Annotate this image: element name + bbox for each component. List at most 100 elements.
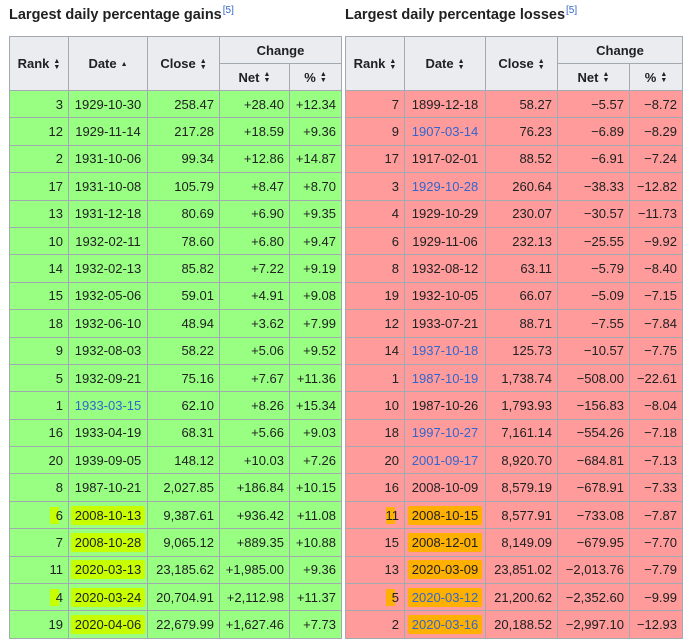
rank-cell: 10 xyxy=(345,391,405,420)
pct-cell: −7.79 xyxy=(628,555,684,585)
date-text: 1933-07-21 xyxy=(411,315,479,331)
net-cell: −733.08 xyxy=(557,500,630,530)
losses-header-close[interactable]: Close ▲ ▼ xyxy=(485,36,558,91)
date-cell[interactable]: 1997-10-27 xyxy=(404,418,486,448)
table-row: 6 2008-10-13 9,387.61 +936.42 +11.08 xyxy=(9,500,343,530)
close-cell: 217.28 xyxy=(147,117,220,146)
close-cell: 48.94 xyxy=(147,309,220,338)
close-cell: 58.22 xyxy=(147,336,220,365)
gains-header-rank[interactable]: Rank ▲ ▼ xyxy=(9,36,69,91)
rank-cell: 3 xyxy=(345,172,405,201)
date-cell[interactable]: 2020-03-12 xyxy=(404,583,486,612)
sort-both-icon[interactable]: ▲ ▼ xyxy=(319,71,327,85)
losses-header-rank[interactable]: Rank ▲ ▼ xyxy=(345,36,405,91)
sort-both-icon[interactable]: ▲ ▼ xyxy=(457,57,465,71)
date-cell[interactable]: 1929-10-28 xyxy=(404,172,486,201)
date-text: 2008-10-28 xyxy=(70,532,146,552)
close-cell: 232.13 xyxy=(485,226,558,256)
net-cell: +10.03 xyxy=(219,446,290,475)
date-text: 2020-03-09 xyxy=(407,560,483,580)
table-row: 19 2020-04-06 22,679.99 +1,627.46 +7.73 xyxy=(9,610,343,639)
header-label: % xyxy=(644,69,657,85)
date-link[interactable]: 2020-03-12 xyxy=(407,587,483,607)
table-row: 2 1931-10-06 99.34 +12.86 +14.87 xyxy=(9,144,343,174)
date-link[interactable]: 1937-10-18 xyxy=(411,343,479,359)
table-row: 5 1932-09-21 75.16 +7.67 +11.36 xyxy=(9,363,343,393)
date-text: 1932-06-10 xyxy=(74,315,142,331)
gains-header-net[interactable]: Net ▲ ▼ xyxy=(219,63,290,91)
rank-cell: 20 xyxy=(345,446,405,475)
sort-both-icon[interactable]: ▲ ▼ xyxy=(389,57,397,71)
date-link[interactable]: 1907-03-14 xyxy=(411,124,479,140)
net-cell: −554.26 xyxy=(557,418,630,448)
date-link[interactable]: 1933-03-15 xyxy=(74,397,142,413)
date-link[interactable]: 2001-09-17 xyxy=(411,452,479,468)
table-row: 1 1987-10-19 1,738.74 −508.00 −22.61 xyxy=(345,363,684,393)
losses-header-pct[interactable]: % ▲ ▼ xyxy=(628,63,684,91)
date-link[interactable]: 1987-10-19 xyxy=(411,370,479,386)
net-cell: −10.57 xyxy=(557,336,630,365)
close-cell: 1,793.93 xyxy=(485,391,558,420)
net-cell: −5.79 xyxy=(557,254,630,283)
sort-both-icon[interactable]: ▲ ▼ xyxy=(53,57,61,71)
close-cell: 99.34 xyxy=(147,144,220,174)
sort-both-icon[interactable]: ▲ ▼ xyxy=(660,71,668,85)
sort-asc-icon[interactable]: ▲ xyxy=(120,60,128,68)
date-cell: 1929-11-06 xyxy=(404,226,486,256)
losses-header-net[interactable]: Net ▲ ▼ xyxy=(557,63,630,91)
rank-cell: 17 xyxy=(9,172,69,201)
date-text: 2020-04-06 xyxy=(70,615,146,635)
gains-header-change: Change xyxy=(218,36,343,64)
date-text: 1987-10-21 xyxy=(74,480,142,496)
date-link[interactable]: 1929-10-28 xyxy=(411,178,479,194)
date-link[interactable]: 1997-10-27 xyxy=(411,425,479,441)
gains-header-date[interactable]: Date ▲ xyxy=(68,36,148,91)
date-text: 1929-11-06 xyxy=(412,233,478,249)
losses-table-body: 7 1899-12-18 58.27 −5.57 −8.72 9 1907-03-14 76.… xyxy=(345,89,684,639)
rank-cell: 12 xyxy=(345,309,405,338)
gains-panel: Largest daily percentage gains[5] Rank ▲ ▼… xyxy=(9,0,343,639)
gains-header-pct[interactable]: % ▲ ▼ xyxy=(288,63,343,91)
rank-cell: 6 xyxy=(345,226,405,256)
date-cell: 1987-10-21 xyxy=(68,473,148,502)
date-cell[interactable]: 1907-03-14 xyxy=(404,117,486,146)
losses-ref-link[interactable]: [5] xyxy=(566,5,578,16)
date-cell[interactable]: 2020-03-16 xyxy=(404,610,486,639)
table-row: 20 1939-09-05 148.12 +10.03 +7.26 xyxy=(9,446,343,475)
gains-ref-link[interactable]: [5] xyxy=(222,5,234,16)
net-cell: −2,013.76 xyxy=(557,555,630,585)
gains-caption: Largest daily percentage gains[5] xyxy=(9,0,341,36)
table-row: 19 1932-10-05 66.07 −5.09 −7.15 xyxy=(345,281,684,311)
net-cell: +2,112.98 xyxy=(219,583,290,612)
gains-header-close[interactable]: Close ▲ ▼ xyxy=(147,36,220,91)
close-cell: 8,149.09 xyxy=(485,528,558,557)
date-cell: 1932-09-21 xyxy=(68,363,148,393)
net-cell: −679.95 xyxy=(557,528,630,557)
sort-both-icon[interactable]: ▲ ▼ xyxy=(537,57,545,71)
close-cell: 80.69 xyxy=(147,199,220,228)
date-link[interactable]: 2020-03-16 xyxy=(407,615,483,635)
pct-cell: −22.61 xyxy=(628,363,684,393)
date-cell[interactable]: 2001-09-17 xyxy=(404,446,486,475)
sort-both-icon[interactable]: ▲ ▼ xyxy=(199,57,207,71)
close-cell: 68.31 xyxy=(147,418,220,448)
date-cell[interactable]: 1987-10-19 xyxy=(404,363,486,393)
date-cell: 1929-11-14 xyxy=(68,117,148,146)
date-cell: 2008-12-01 xyxy=(404,528,486,557)
sort-both-icon[interactable]: ▲ ▼ xyxy=(263,71,271,85)
rank-cell: 16 xyxy=(345,473,405,502)
date-cell[interactable]: 1933-03-15 xyxy=(68,391,148,420)
net-cell: −25.55 xyxy=(557,226,630,256)
net-cell: −38.33 xyxy=(557,172,630,201)
date-cell[interactable]: 1937-10-18 xyxy=(404,336,486,365)
losses-header-date[interactable]: Date ▲ ▼ xyxy=(404,36,486,91)
rank-cell: 2 xyxy=(345,610,405,639)
rank-cell: 8 xyxy=(9,473,69,502)
close-cell: 9,065.12 xyxy=(147,528,220,557)
date-cell: 2008-10-28 xyxy=(68,528,148,557)
date-cell: 1931-12-18 xyxy=(68,199,148,228)
pct-cell: +14.87 xyxy=(288,144,343,174)
sort-both-icon[interactable]: ▲ ▼ xyxy=(602,71,610,85)
rank-cell: 19 xyxy=(9,610,69,639)
net-cell: −6.91 xyxy=(557,144,630,174)
